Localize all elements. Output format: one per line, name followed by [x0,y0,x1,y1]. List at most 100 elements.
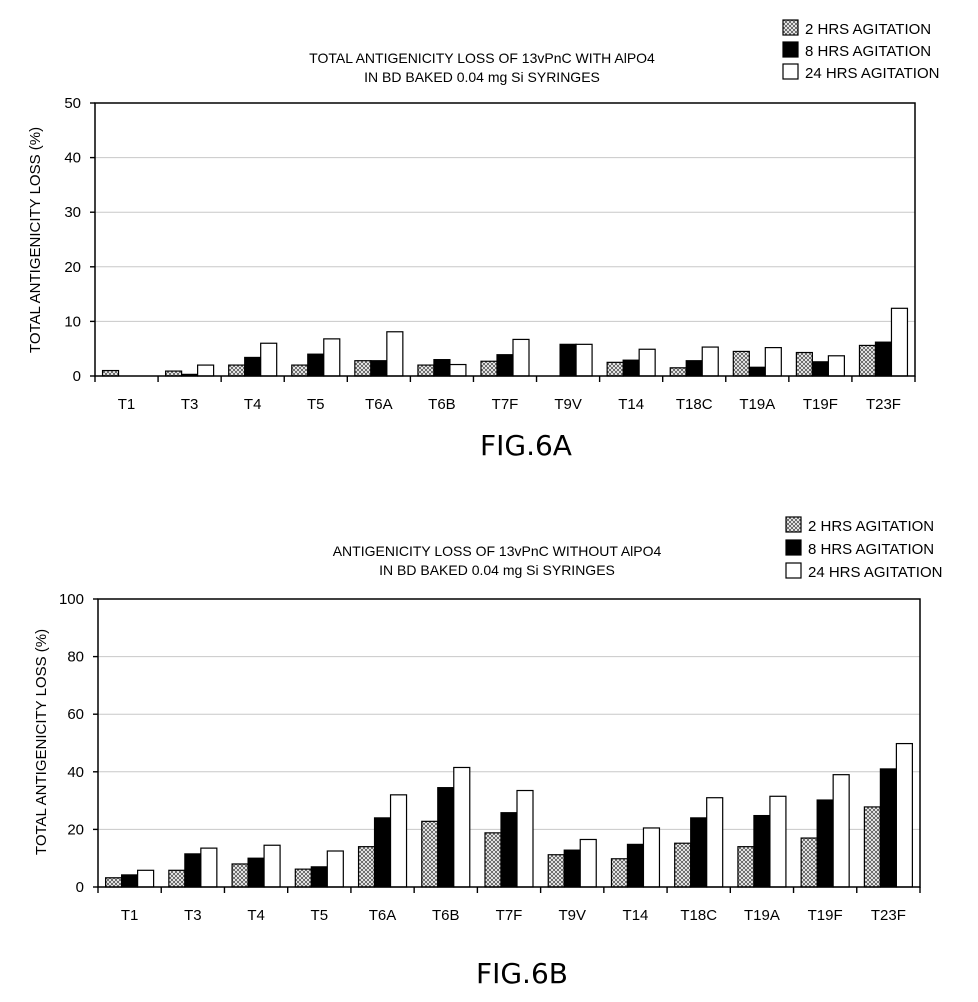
bar-t4-series-3 [261,343,277,376]
bar-t6a-series-2 [371,361,387,376]
bar-t1-series-1 [106,878,122,887]
bar-t7f-series-2 [497,355,513,376]
bar-t14-series-1 [607,362,623,376]
y-tick-label-20: 20 [67,821,84,838]
bar-t19a-series-3 [770,796,786,887]
bar-t9v-series-2 [560,344,576,376]
bar-t4-series-1 [229,365,245,376]
bar-t19a-series-2 [754,816,770,887]
bar-t6a-series-3 [391,795,407,887]
x-tick-label-t6a: T6A [369,907,397,924]
bar-t6b-series-1 [422,821,438,887]
bar-t7f-series-1 [481,361,497,376]
bar-t6b-series-2 [438,788,454,887]
bar-t6a-series-3 [387,332,403,376]
bar-t23f-series-2 [875,342,891,376]
bar-t6a-series-1 [355,361,371,376]
bar-t6b-series-3 [454,767,470,887]
bar-t3-series-3 [201,848,217,887]
bar-t6b-series-3 [450,365,466,376]
chart-b-gridlines [98,599,920,829]
bar-t18c-series-2 [691,818,707,887]
bar-t5-series-2 [311,867,327,887]
bar-t14-series-3 [643,828,659,887]
fig-6b-label: FIG.6B [476,957,568,990]
bar-t5-series-3 [324,339,340,376]
chart-b-y-axis-label: TOTAL ANTIGENICITY LOSS (%) [33,629,50,855]
legend-swatch-series-3 [783,64,798,79]
x-tick-label-t18c: T18C [680,907,717,924]
bar-t23f-series-3 [891,308,907,376]
bar-t23f-series-2 [880,769,896,887]
fig-6a-label: FIG.6A [480,429,572,462]
bar-t19a-series-2 [749,367,765,376]
bar-t19f-series-1 [801,838,817,887]
x-tick-label-t5: T5 [311,907,329,924]
legend-label-series-1: 2 HRS AGITATION [808,518,934,535]
bar-t4-series-2 [248,858,264,887]
chart-a-gridlines [95,103,915,321]
chart-b-legend: 2 HRS AGITATION8 HRS AGITATION24 HRS AGI… [786,517,942,581]
chart-fig-6a: TOTAL ANTIGENICITY LOSS OF 13vPnC WITH A… [27,20,939,462]
bar-t6a-series-2 [375,818,391,887]
bar-t14-series-2 [627,844,643,887]
bar-t18c-series-3 [707,798,723,887]
legend-swatch-series-2 [786,540,801,555]
x-tick-label-t19a: T19A [744,907,780,924]
bar-t14-series-2 [623,360,639,376]
chart-a-legend: 2 HRS AGITATION8 HRS AGITATION24 HRS AGI… [783,20,939,82]
bar-t1-series-3 [138,870,154,887]
x-tick-label-t18c: T18C [676,396,713,413]
chart-a-bars [103,308,908,376]
y-tick-label-30: 30 [64,204,81,221]
legend-label-series-1: 2 HRS AGITATION [805,21,931,38]
x-tick-label-t4: T4 [244,396,262,413]
bar-t7f-series-3 [517,791,533,887]
chart-a-y-axis-label: TOTAL ANTIGENICITY LOSS (%) [27,127,44,353]
bar-t7f-series-3 [513,339,529,376]
bar-t1-series-2 [122,875,138,887]
x-tick-label-t19f: T19F [803,396,838,413]
bar-t4-series-2 [245,357,261,376]
x-tick-label-t6b: T6B [432,907,460,924]
y-tick-label-0: 0 [73,368,81,385]
bar-t19a-series-3 [765,348,781,376]
bar-t5-series-1 [292,365,308,376]
x-tick-label-t9v: T9V [558,907,586,924]
x-tick-label-t14: T14 [623,907,649,924]
bar-t7f-series-2 [501,813,517,887]
chart-a-subtitle: IN BD BAKED 0.04 mg Si SYRINGES [364,69,600,85]
legend-swatch-series-1 [783,20,798,35]
bar-t6a-series-1 [359,847,375,887]
bar-t3-series-2 [185,854,201,887]
x-tick-label-t5: T5 [307,396,325,413]
y-tick-label-100: 100 [59,591,84,608]
bar-t23f-series-3 [896,744,912,887]
bar-t19a-series-1 [738,847,754,887]
chart-fig-6b: ANTIGENICITY LOSS OF 13vPnC WITHOUT AlPO… [33,517,942,990]
bar-t5-series-2 [308,354,324,376]
bar-t4-series-1 [232,864,248,887]
y-tick-label-10: 10 [64,313,81,330]
bar-t9v-series-1 [548,855,564,887]
bar-t9v-series-3 [576,344,592,376]
plot-frame [95,103,915,376]
bar-t19f-series-1 [796,353,812,376]
bar-t19a-series-1 [733,351,749,376]
y-tick-label-20: 20 [64,259,81,276]
bar-t19f-series-3 [828,356,844,376]
bar-t23f-series-1 [864,807,880,887]
bar-t19f-series-2 [812,362,828,376]
y-tick-label-40: 40 [67,764,84,781]
bar-t5-series-3 [327,851,343,887]
y-tick-label-60: 60 [67,706,84,723]
legend-swatch-series-3 [786,563,801,578]
bar-t4-series-3 [264,845,280,887]
bar-t7f-series-1 [485,833,501,887]
bar-t18c-series-3 [702,347,718,376]
chart-b-title: ANTIGENICITY LOSS OF 13vPnC WITHOUT AlPO… [333,543,662,559]
x-tick-label-t1: T1 [118,396,136,413]
bar-t14-series-1 [611,859,627,887]
bar-t18c-series-1 [675,843,691,887]
